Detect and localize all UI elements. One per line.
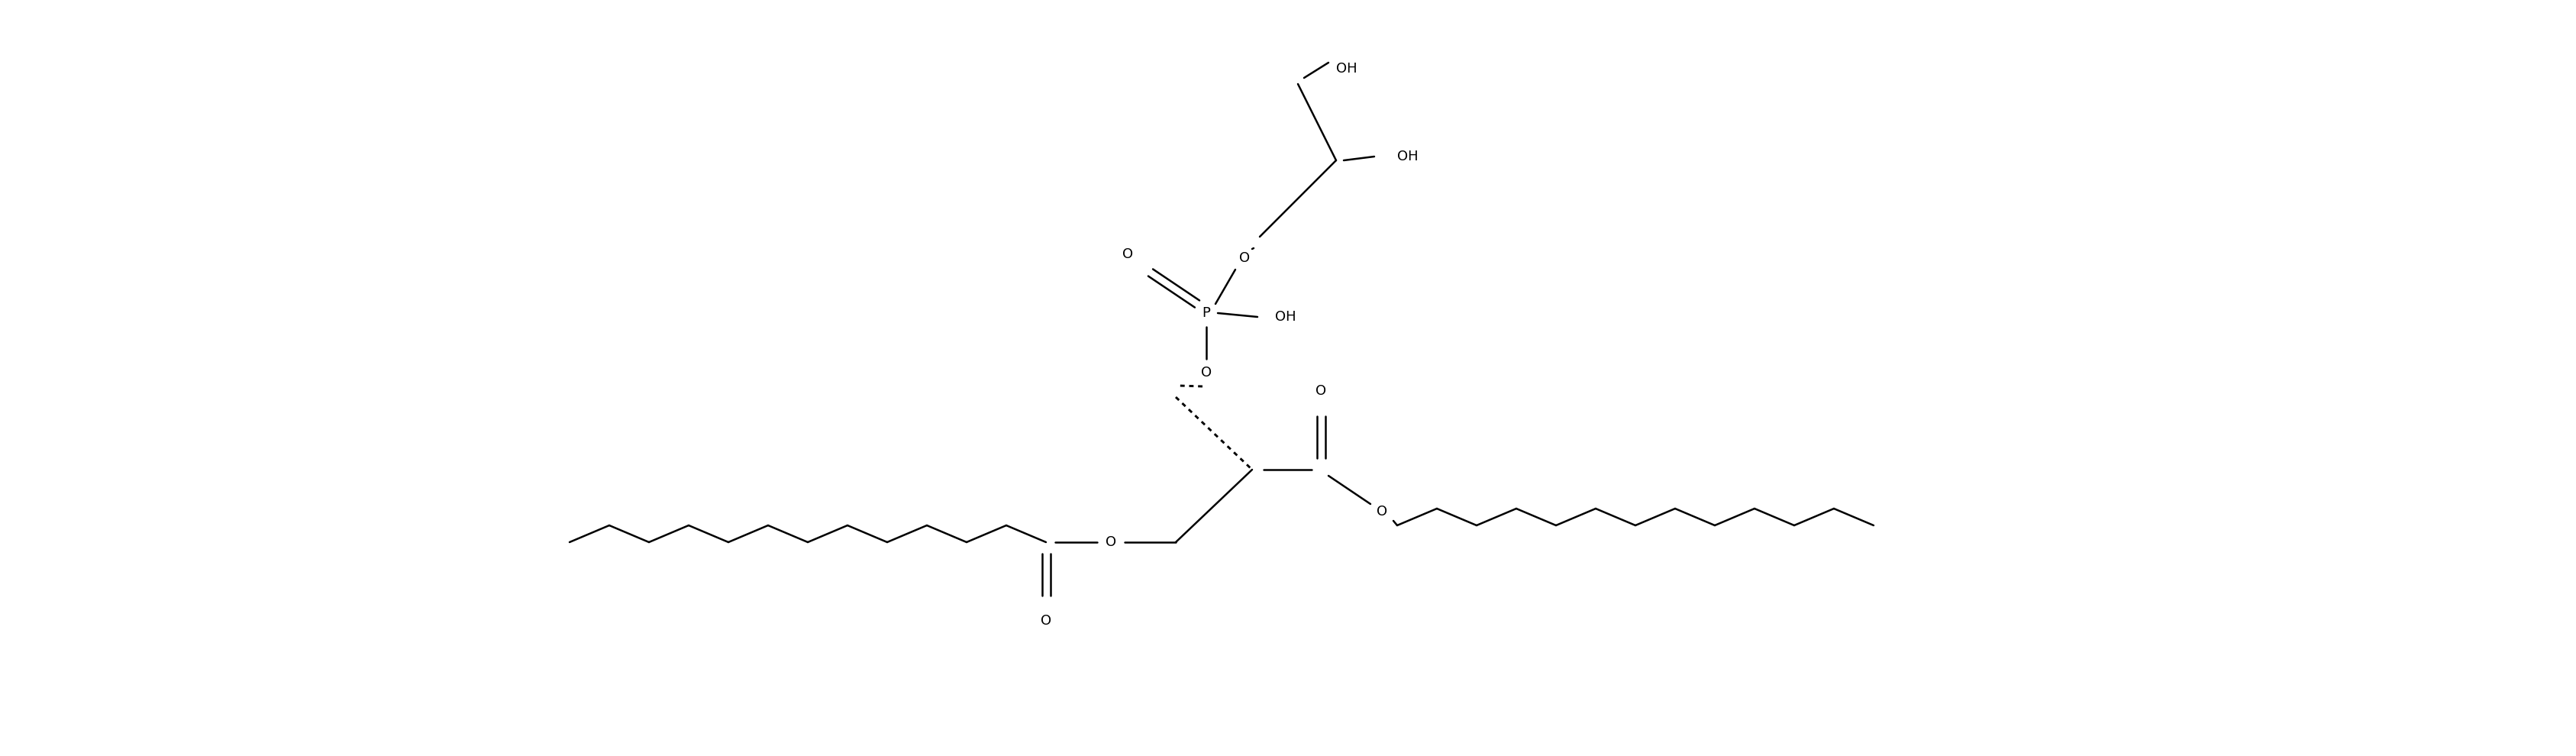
Text: OH: OH <box>1275 310 1296 324</box>
Text: OH: OH <box>1337 62 1358 76</box>
Text: P: P <box>1203 306 1211 320</box>
Text: O: O <box>1123 247 1133 261</box>
Text: OH: OH <box>1396 150 1419 163</box>
Text: O: O <box>1041 614 1051 627</box>
Text: O: O <box>1105 535 1115 549</box>
Text: O: O <box>1239 251 1249 265</box>
Text: O: O <box>1376 505 1388 519</box>
Text: O: O <box>1200 366 1211 380</box>
Text: O: O <box>1316 384 1327 398</box>
